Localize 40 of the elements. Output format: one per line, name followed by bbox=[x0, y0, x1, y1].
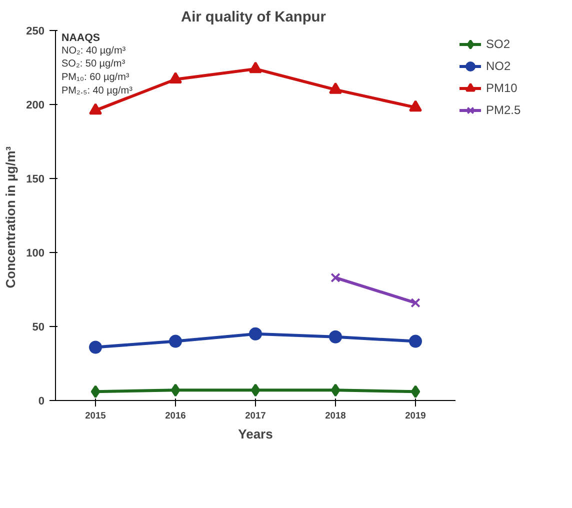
point bbox=[410, 298, 420, 308]
y-tick-label: 100 bbox=[26, 248, 45, 260]
point bbox=[410, 385, 420, 398]
point bbox=[250, 384, 260, 397]
annotation: PM₂.₅: 40 µg/m³ bbox=[62, 85, 134, 96]
point bbox=[329, 330, 342, 344]
point bbox=[169, 334, 182, 348]
y-axis-title: Concentration in µg/m³ bbox=[3, 146, 18, 288]
legend-label: PM2.5 bbox=[486, 103, 521, 117]
legend-label: PM10 bbox=[486, 81, 518, 95]
point bbox=[330, 384, 340, 397]
y-tick-label: 50 bbox=[32, 322, 45, 334]
legend-label: SO2 bbox=[486, 37, 510, 51]
point bbox=[249, 62, 262, 74]
point bbox=[409, 334, 422, 348]
point bbox=[170, 384, 180, 397]
point bbox=[89, 340, 102, 354]
y-tick-label: 0 bbox=[38, 396, 45, 408]
point bbox=[409, 100, 422, 112]
y-tick-label: 150 bbox=[26, 174, 45, 186]
point bbox=[329, 82, 342, 94]
point bbox=[90, 385, 100, 398]
legend-label: NO2 bbox=[486, 59, 511, 73]
x-tick-label: 2019 bbox=[405, 410, 426, 420]
annotation: PM₁₀: 60 µg/m³ bbox=[62, 72, 130, 83]
annotation: SO₂: 50 µg/m³ bbox=[62, 58, 126, 70]
x-tick-label: 2018 bbox=[325, 410, 346, 420]
x-tick-label: 2017 bbox=[245, 410, 266, 420]
annotation: NAAQS bbox=[62, 32, 100, 44]
chart-title: Air quality of Kanpur bbox=[180, 10, 326, 26]
point bbox=[249, 327, 262, 340]
point bbox=[169, 72, 182, 84]
y-tick-label: 200 bbox=[26, 100, 45, 112]
annotation: NO₂: 40 µg/m³ bbox=[62, 45, 126, 56]
x-axis-title: Years bbox=[238, 426, 273, 442]
point bbox=[89, 103, 102, 115]
x-tick-label: 2016 bbox=[165, 410, 186, 420]
y-tick-label: 250 bbox=[26, 26, 45, 38]
point bbox=[330, 272, 340, 283]
x-tick-label: 2015 bbox=[85, 410, 106, 420]
